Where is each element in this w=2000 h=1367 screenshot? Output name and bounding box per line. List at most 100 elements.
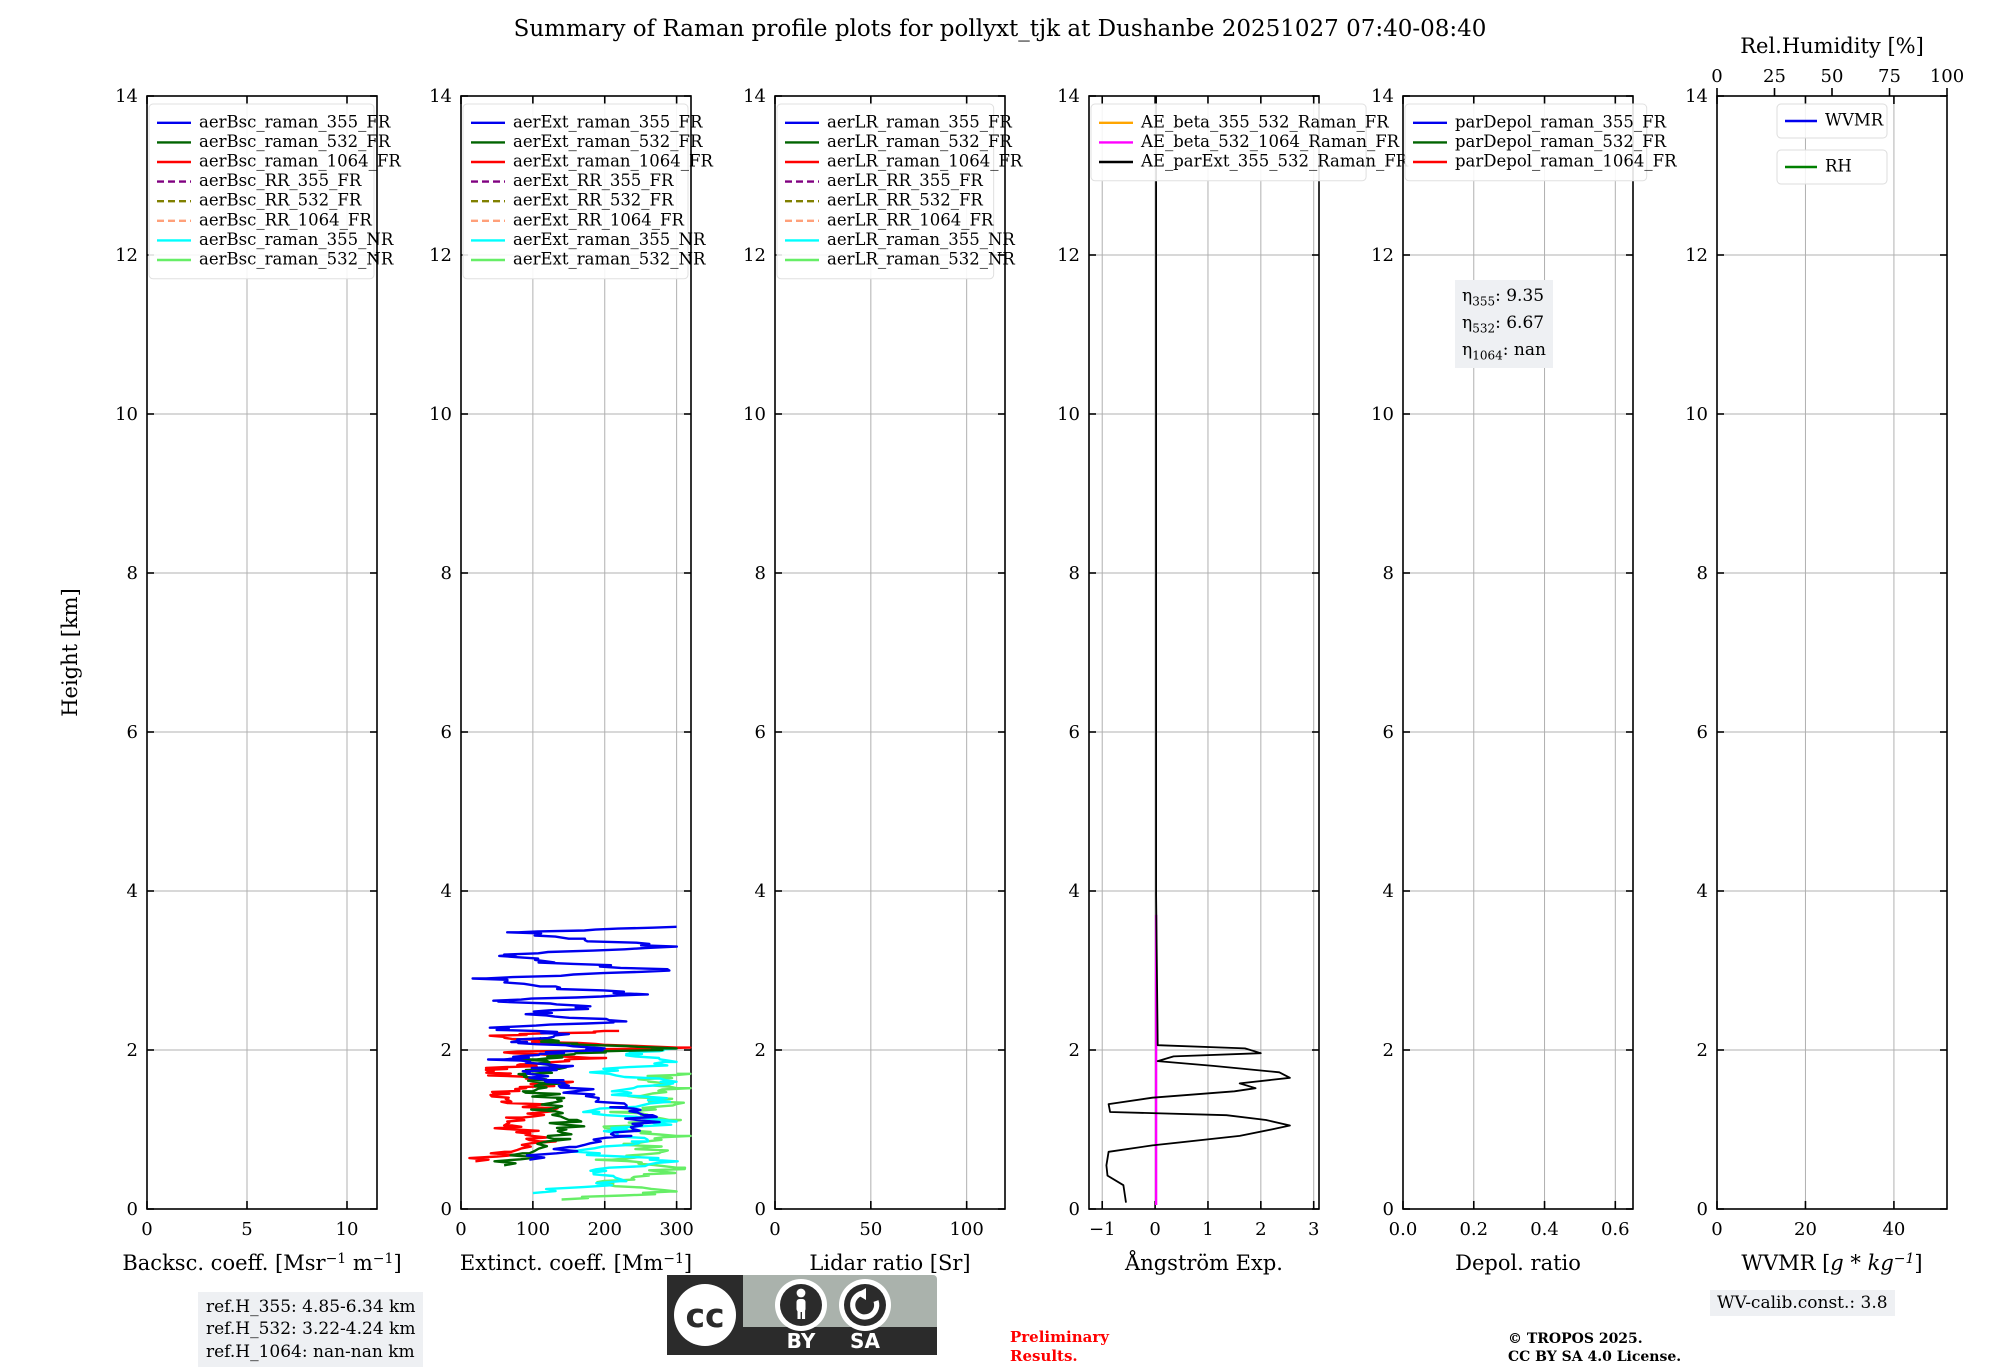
x-tick-label: 5: [241, 1219, 252, 1240]
x-tick-label: 50: [859, 1219, 882, 1240]
y-tick-label: 14: [743, 86, 766, 107]
cc-sa-label: SA: [850, 1329, 880, 1353]
legend-label-aerBsc_RR_355_FR: aerBsc_RR_355_FR: [199, 171, 362, 190]
y-tick-label: 0: [1069, 1199, 1080, 1220]
legend-label-parDepol_raman_532_FR: parDepol_raman_532_FR: [1455, 132, 1667, 151]
y-tick-label: 12: [1685, 245, 1708, 266]
y-tick-label: 0: [1697, 1199, 1708, 1220]
y-tick-label: 14: [115, 86, 138, 107]
series-AE_parExt_355_532_Raman_FR: [1105, 96, 1291, 1203]
y-tick-label: 8: [127, 563, 138, 584]
rh-top-axis-label: Rel.Humidity [%]: [1740, 34, 1924, 58]
legend-box: [148, 103, 375, 280]
eta-355-sub: 355: [1472, 294, 1496, 309]
y-tick-label: 10: [743, 404, 766, 425]
legend-label-parDepol_raman_1064_FR: parDepol_raman_1064_FR: [1455, 152, 1677, 171]
legend-box: [776, 103, 995, 280]
y-tick-label: 12: [115, 245, 138, 266]
legend-label-aerBsc_raman_355_FR: aerBsc_raman_355_FR: [199, 112, 391, 131]
plot-panel-extinction: 0 2 4 6 8 10 12 14 0 100 200 300 Extinct. coeff. [Mm…: [429, 86, 713, 1275]
y-tick-label: 12: [743, 245, 766, 266]
x-axis-label: Depol. ratio: [1455, 1251, 1581, 1275]
rh-top-tick-label: 100: [1930, 66, 1964, 87]
y-tick-label: 8: [1383, 563, 1394, 584]
y-tick-label: 0: [441, 1199, 452, 1220]
y-tick-label: 2: [1069, 1040, 1080, 1061]
y-tick-label: 6: [1697, 722, 1708, 743]
eta-355-symbol: η: [1462, 286, 1473, 306]
y-tick-label: 10: [115, 404, 138, 425]
y-tick-label: 6: [1069, 722, 1080, 743]
legend-label-AE_parExt_355_532_Raman_FR: AE_parExt_355_532_Raman_FR: [1140, 152, 1409, 171]
y-tick-label: 10: [1057, 404, 1080, 425]
y-tick-label: 10: [1371, 404, 1394, 425]
y-tick-label: 14: [1371, 86, 1394, 107]
x-axis-label: Ångström Exp.: [1124, 1250, 1283, 1275]
x-tick-label: 3: [1308, 1219, 1319, 1240]
legend-label-aerExt_RR_1064_FR: aerExt_RR_1064_FR: [513, 210, 685, 229]
legend-label-parDepol_raman_355_FR: parDepol_raman_355_FR: [1455, 112, 1667, 131]
y-tick-label: 4: [1383, 881, 1394, 902]
y-tick-label: 0: [127, 1199, 138, 1220]
legend-label-aerExt_raman_532_FR: aerExt_raman_532_FR: [513, 132, 703, 151]
plot-panel-backscatter: 0 2 4 6 8 10 12 14 0 5 10 Backsc. coeff. [Msr−1 m−1…: [58, 86, 402, 1275]
x-tick-label: 20: [1794, 1219, 1817, 1240]
reference-height-box: ref.H_355: 4.85-6.34 km ref.H_532: 3.22-…: [198, 1292, 424, 1367]
eta-532-sub: 532: [1472, 321, 1496, 336]
y-tick-label: 6: [441, 722, 452, 743]
legend-label-aerExt_raman_355_NR: aerExt_raman_355_NR: [513, 230, 706, 249]
eta-1064-value: : nan: [1502, 339, 1546, 360]
eta-annotation-box: η355: 9.35 η532: 6.67 η1064: nan: [1455, 280, 1553, 369]
legend-label-aerLR_raman_532_NR: aerLR_raman_532_NR: [827, 250, 1015, 269]
y-tick-label: 4: [1069, 881, 1080, 902]
eta-532-value: : 6.67: [1495, 312, 1545, 333]
y-tick-label: 14: [1685, 86, 1708, 107]
eta-1064-row: η1064: nan: [1462, 338, 1546, 365]
legend-label-aerExt_raman_532_NR: aerExt_raman_532_NR: [513, 250, 706, 269]
y-tick-label: 4: [1697, 881, 1708, 902]
plot-panel-depol-ratio: 0 2 4 6 8 10 12 14 0.0 0.2 0.4 0.6 Depol. ratio parDe…: [1371, 86, 1677, 1275]
series-aerExt_raman_532_NR: [561, 1072, 692, 1201]
y-tick-label: 2: [1697, 1040, 1708, 1061]
y-axis-label: Height [km]: [58, 588, 82, 717]
x-tick-label: 0.0: [1389, 1219, 1418, 1240]
y-tick-label: 12: [429, 245, 452, 266]
legend-label-aerBsc_raman_532_NR: aerBsc_raman_532_NR: [199, 250, 394, 269]
x-tick-label: 0.4: [1530, 1219, 1559, 1240]
legend-box: [1404, 103, 1648, 182]
series-aerExt_raman_355_FR: [471, 925, 678, 1161]
legend-label-aerLR_raman_355_FR: aerLR_raman_355_FR: [827, 112, 1012, 131]
y-tick-label: 14: [429, 86, 452, 107]
legend-label-aerLR_RR_355_FR: aerLR_RR_355_FR: [827, 171, 983, 190]
rh-top-tick-label: 50: [1821, 66, 1844, 87]
legend-box: [462, 103, 689, 280]
x-tick-label: 40: [1882, 1219, 1905, 1240]
legend-box: [1776, 149, 1888, 185]
cc-glyph-text: cc: [685, 1296, 724, 1335]
legend-label-aerLR_raman_1064_FR: aerLR_raman_1064_FR: [827, 152, 1023, 171]
y-tick-label: 8: [1069, 563, 1080, 584]
legend-label-aerBsc_raman_355_NR: aerBsc_raman_355_NR: [199, 230, 394, 249]
x-axis-label: WVMR [g * kg−1]: [1741, 1251, 1922, 1275]
legend-label-aerExt_raman_1064_FR: aerExt_raman_1064_FR: [513, 152, 713, 171]
y-tick-label: 8: [1697, 563, 1708, 584]
legend-label-RH: RH: [1825, 157, 1852, 176]
x-tick-label: 0: [1149, 1219, 1160, 1240]
legend-label-AE_beta_532_1064_Raman_FR: AE_beta_532_1064_Raman_FR: [1140, 132, 1400, 151]
y-tick-label: 0: [755, 1199, 766, 1220]
legend-label-aerExt_RR_532_FR: aerExt_RR_532_FR: [513, 191, 674, 210]
x-axis-label: Backsc. coeff. [Msr−1 m−1]: [122, 1251, 401, 1275]
y-tick-label: 0: [1383, 1199, 1394, 1220]
y-tick-label: 8: [755, 563, 766, 584]
x-axis-label: Lidar ratio [Sr]: [809, 1251, 970, 1275]
y-tick-label: 4: [127, 881, 138, 902]
rh-top-tick-label: 75: [1878, 66, 1901, 87]
x-tick-label: 100: [516, 1219, 550, 1240]
series-aerExt_raman_532_FR: [493, 1036, 678, 1167]
legend-box: [1090, 103, 1367, 182]
x-tick-label: 0.6: [1601, 1219, 1630, 1240]
x-tick-label: 0: [455, 1219, 466, 1240]
eta-1064-symbol: η: [1462, 339, 1473, 360]
legend-label-aerBsc_RR_532_FR: aerBsc_RR_532_FR: [199, 191, 362, 210]
